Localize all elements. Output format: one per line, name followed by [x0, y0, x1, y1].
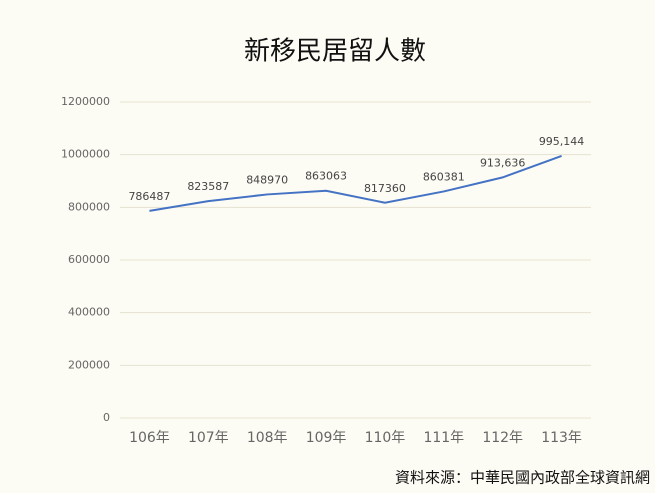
source-note: 資料來源：中華民國內政部全球資訊網: [395, 469, 650, 487]
x-tick-label: 109年: [306, 430, 347, 446]
data-label: 848970: [246, 173, 288, 186]
x-tick-label: 111年: [423, 430, 464, 446]
data-label: 823587: [187, 180, 229, 193]
chart-title: 新移民居留人數: [244, 37, 426, 67]
data-label: 913,636: [480, 156, 526, 169]
data-label: 860381: [423, 170, 465, 183]
data-label: 817360: [364, 182, 406, 195]
y-tick-label: 0: [103, 411, 110, 424]
data-line: [149, 155, 562, 212]
y-tick-label: 1000000: [61, 148, 110, 161]
y-tick-label: 1200000: [61, 95, 110, 108]
data-label: 786487: [128, 190, 170, 203]
x-tick-label: 110年: [365, 430, 406, 446]
y-tick-label: 400000: [68, 306, 110, 319]
x-tick-label: 112年: [482, 430, 523, 446]
x-tick-label: 107年: [188, 430, 229, 446]
data-label: 863063: [305, 170, 347, 183]
y-tick-label: 800000: [68, 200, 110, 213]
x-tick-label: 106年: [129, 430, 170, 446]
data-label: 995,144: [539, 135, 585, 148]
y-tick-label: 200000: [68, 358, 110, 371]
y-tick-label: 600000: [68, 253, 110, 266]
x-tick-label: 108年: [247, 430, 288, 446]
x-tick-label: 113年: [541, 430, 582, 446]
